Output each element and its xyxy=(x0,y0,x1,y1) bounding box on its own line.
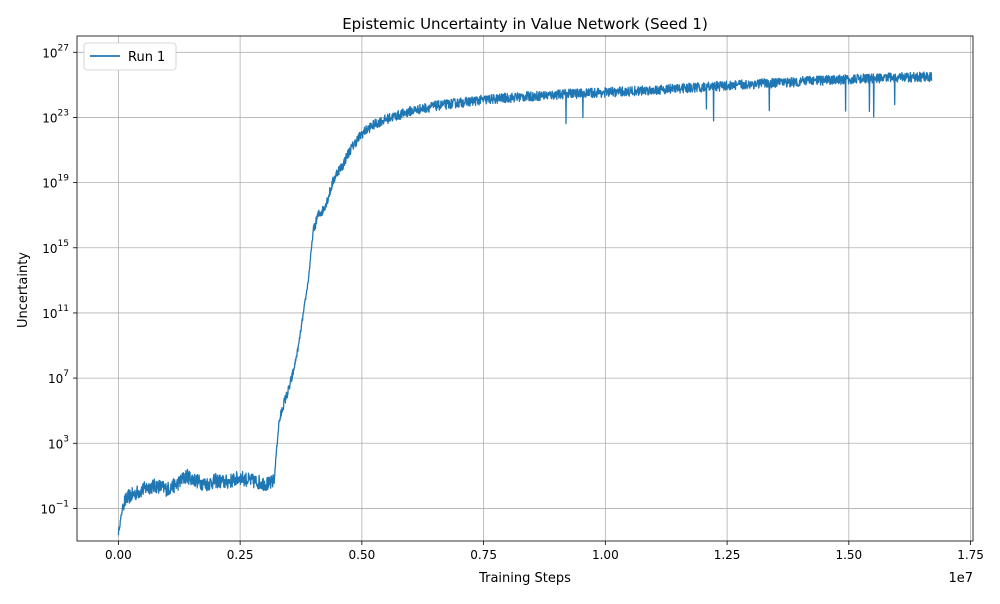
y-tick-exponent: 3 xyxy=(63,434,69,444)
y-tick-exponent: 7 xyxy=(63,369,69,379)
x-axis-label: Training Steps xyxy=(478,571,571,586)
x-tick-label: 0.00 xyxy=(105,548,132,562)
legend-label-run-1: Run 1 xyxy=(128,50,165,65)
y-tick-exponent: 11 xyxy=(58,304,69,314)
x-tick-label: 0.50 xyxy=(349,548,376,562)
x-tick-label: 0.25 xyxy=(227,548,254,562)
plot-frame xyxy=(76,35,974,542)
y-axis-label: Uncertainty xyxy=(16,252,31,328)
x-tick-label: 1.50 xyxy=(835,548,862,562)
x-tick-label: 1.75 xyxy=(957,548,984,562)
y-tick-exponent: −1 xyxy=(56,499,69,509)
y-tick-label: 1011 xyxy=(42,304,69,321)
x-tick-label: 0.75 xyxy=(470,548,497,562)
y-tick-label: 1023 xyxy=(42,108,69,125)
chart-title: Epistemic Uncertainty in Value Network (… xyxy=(342,15,708,33)
legend: Run 1 xyxy=(83,42,177,71)
y-tick-label: 1015 xyxy=(42,239,69,256)
y-tick-label: 107 xyxy=(48,369,69,386)
y-tick-label: 103 xyxy=(48,434,69,451)
y-tick-exponent: 19 xyxy=(58,174,70,184)
legend-box xyxy=(83,42,177,71)
y-axis: 10−1 103 107 1011 1015 1019 1023 1027 xyxy=(40,43,77,516)
x-tick-label: 1.00 xyxy=(592,548,619,562)
y-tick-label: 1027 xyxy=(42,43,69,60)
y-tick-exponent: 27 xyxy=(58,43,69,53)
y-tick-exponent: 23 xyxy=(58,108,69,118)
x-axis-offset-label: 1e7 xyxy=(948,571,973,586)
grid xyxy=(77,36,973,541)
series-layer xyxy=(117,71,933,536)
y-tick-label: 1019 xyxy=(42,174,69,191)
y-tick-label: 10−1 xyxy=(40,499,69,516)
y-tick-exponent: 15 xyxy=(58,239,69,249)
x-tick-label: 1.25 xyxy=(714,548,741,562)
series-line-run-1 xyxy=(117,71,933,536)
x-axis: 0.00 0.25 0.50 0.75 1.00 1.25 1.50 1.75 xyxy=(105,541,984,562)
